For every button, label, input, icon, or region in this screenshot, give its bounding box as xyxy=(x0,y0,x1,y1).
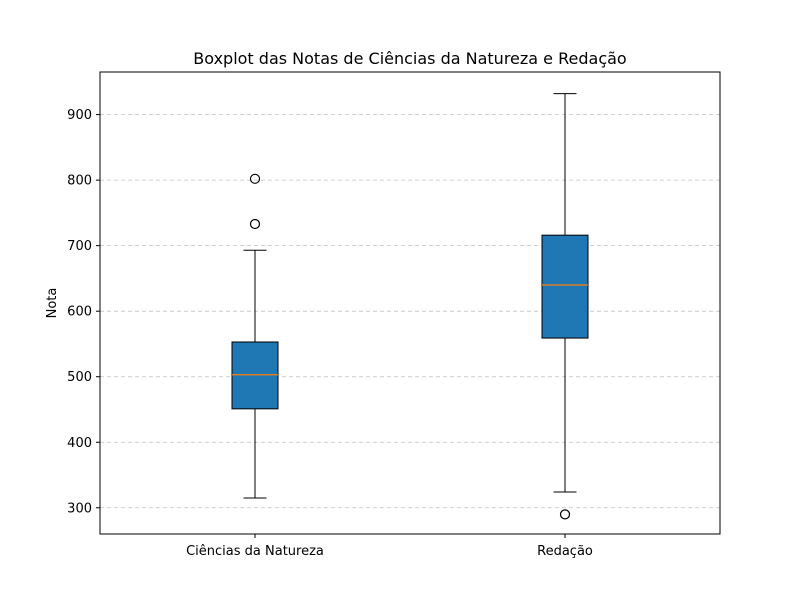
y-tick-label: 300 xyxy=(67,501,92,516)
box-group xyxy=(541,93,589,520)
y-tick-label: 400 xyxy=(67,436,92,451)
boxes-layer xyxy=(231,93,589,520)
x-tick-label: Redação xyxy=(537,544,593,559)
outlier-point xyxy=(559,509,571,520)
outlier-point xyxy=(249,218,261,230)
y-tick-label: 600 xyxy=(67,305,92,320)
y-axis-label: Nota xyxy=(45,288,60,319)
outlier-point xyxy=(249,173,261,184)
x-tick-label: Ciências da Natureza xyxy=(186,544,324,559)
y-tick-label: 500 xyxy=(67,370,92,385)
iqr-box xyxy=(541,234,589,339)
x-axis-ticks: Ciências da Natureza Redação xyxy=(186,534,593,559)
box-group xyxy=(231,173,279,499)
y-tick-label: 800 xyxy=(67,174,92,189)
plot-frame xyxy=(99,71,721,535)
iqr-box xyxy=(231,341,279,410)
y-axis-ticks: 300 400 500 600 700 800 900 xyxy=(67,108,100,516)
grid-lines xyxy=(100,114,720,509)
y-tick-label: 700 xyxy=(67,239,92,254)
chart-title: Boxplot das Notas de Ciências da Naturez… xyxy=(193,49,626,68)
y-tick-label: 900 xyxy=(67,108,92,123)
